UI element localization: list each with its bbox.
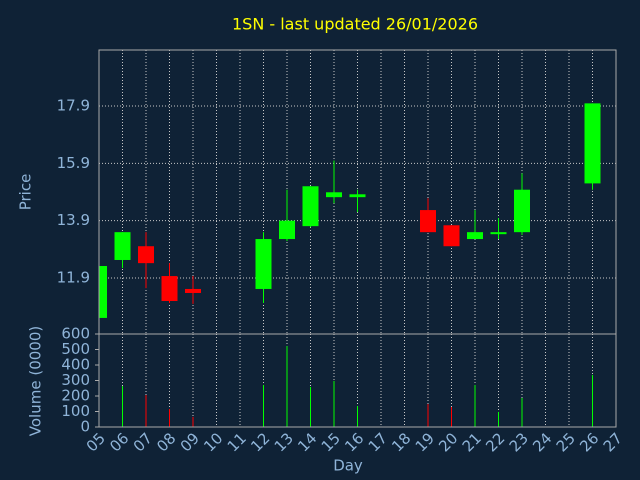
y-axis-label: Price: [17, 174, 35, 211]
volume-bar: [333, 380, 335, 427]
candle-body: [161, 276, 178, 302]
volume-bar: [169, 409, 170, 427]
candle-body: [584, 103, 601, 184]
candle-body: [490, 232, 507, 235]
volume-bar: [427, 404, 429, 427]
y-tick-label: 600: [61, 325, 90, 343]
volume-bar: [474, 384, 476, 427]
candle-body: [114, 232, 131, 260]
y-tick-label: 400: [61, 356, 90, 374]
volume-bar: [357, 406, 358, 427]
y-tick-label: 200: [61, 387, 90, 405]
y-tick-label: 17.9: [57, 96, 90, 114]
y-tick-label: 15.9: [57, 154, 90, 172]
price-plot: [99, 50, 616, 334]
volume-bar: [592, 375, 593, 427]
volume-bar: [122, 386, 123, 427]
candle-body: [443, 225, 460, 247]
volume-bar: [310, 387, 311, 427]
candle-body: [138, 246, 154, 264]
candle-body: [326, 192, 342, 198]
candle-body: [99, 266, 107, 318]
volume-bar: [192, 416, 194, 427]
volume-bar: [521, 398, 523, 427]
volume-bar: [263, 384, 264, 427]
volume-plot: [99, 334, 616, 427]
x-axis-label: Day: [333, 457, 363, 475]
y-tick-label: 11.9: [57, 269, 90, 287]
candle-body: [349, 194, 366, 198]
candle-body: [514, 189, 530, 233]
candle-body: [279, 220, 295, 240]
volume-bar: [286, 346, 288, 427]
y-tick-label: 13.9: [57, 211, 90, 229]
volume-bar: [498, 411, 499, 427]
candle-body: [420, 210, 436, 233]
volume-bar: [145, 395, 147, 427]
y-axis-label: Volume (0000): [27, 326, 45, 436]
y-tick-label: 0: [80, 418, 90, 436]
candle-body: [255, 239, 272, 289]
chart-title: 1SN - last updated 26/01/2026: [232, 15, 478, 34]
y-tick-label: 500: [61, 340, 90, 358]
candle-body: [467, 232, 483, 240]
candle-body: [185, 288, 201, 293]
volume-bar: [451, 407, 452, 427]
y-tick-label: 300: [61, 371, 90, 389]
y-tick-label: 100: [61, 402, 90, 420]
candle-body: [302, 186, 319, 227]
